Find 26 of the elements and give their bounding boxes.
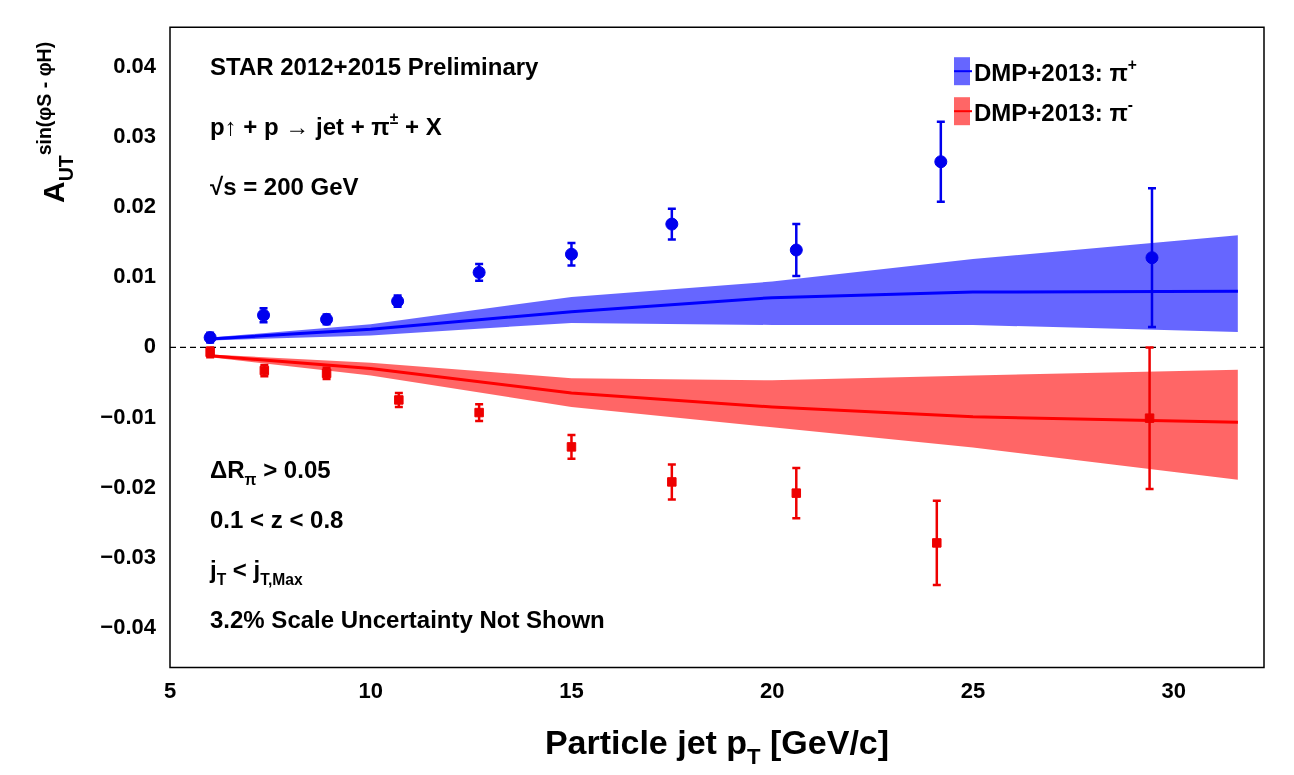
y-tick-label: −0.02 xyxy=(100,473,156,499)
annotation: 0.1 < z < 0.8 xyxy=(210,505,344,533)
x-tick-label: 10 xyxy=(358,677,383,703)
y-tick-label: 0.02 xyxy=(113,193,156,219)
y-tick-label: −0.01 xyxy=(100,403,156,429)
y-axis-title: AUTsin(φS - φH) xyxy=(32,41,77,203)
x-tick-label: 20 xyxy=(759,677,785,703)
legend-label: DMP+2013: π- xyxy=(974,96,1133,127)
y-tick-label: 0.04 xyxy=(113,53,157,79)
x-tick-label: 30 xyxy=(1161,677,1186,703)
y-tick-label: 0.03 xyxy=(113,123,156,149)
point xyxy=(667,477,677,487)
annotation: √s = 200 GeV xyxy=(210,173,359,201)
annotation: 3.2% Scale Uncertainty Not Shown xyxy=(210,605,605,633)
point xyxy=(932,538,942,548)
y-tick-label: 0 xyxy=(143,333,156,359)
y-tick-label: −0.04 xyxy=(100,613,157,639)
y-tick-label: 0.01 xyxy=(113,263,156,289)
text: STAR 2012+2015 Preliminary xyxy=(210,53,540,81)
legend-label: DMP+2013: π+ xyxy=(974,56,1137,87)
x-tick-label: 25 xyxy=(960,677,986,703)
x-tick-label: 15 xyxy=(559,677,584,703)
annotation: p↑ + p → jet + π± + X xyxy=(210,110,442,141)
x-tick-label: 5 xyxy=(163,677,177,703)
point xyxy=(394,395,404,405)
y-tick-label: −0.03 xyxy=(100,543,156,569)
